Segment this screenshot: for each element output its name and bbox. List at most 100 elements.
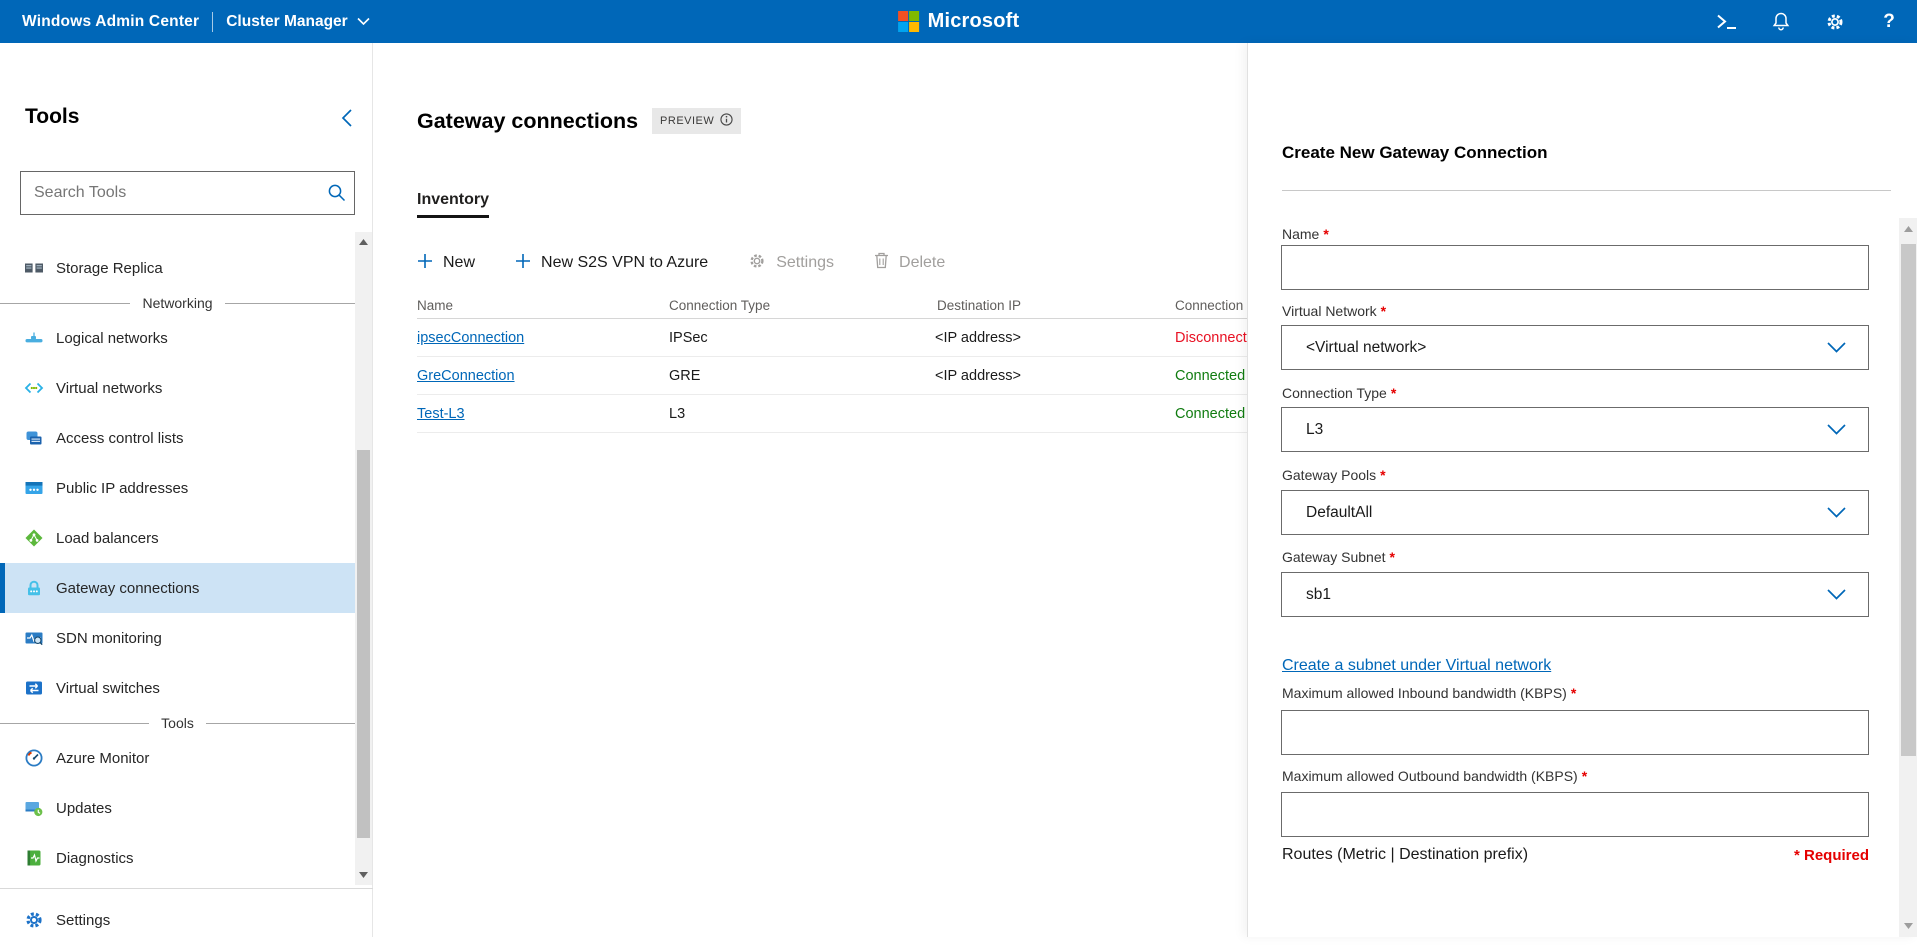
scrollbar-thumb[interactable] xyxy=(1901,244,1916,756)
gateway-connections-icon xyxy=(24,578,44,598)
virtual-switches-icon xyxy=(24,678,44,698)
sidebar-item-virtual-networks[interactable]: Virtual networks xyxy=(0,363,355,413)
column-header-connection-status[interactable]: Connection Status xyxy=(1175,297,1247,313)
main-content: Gateway connections PREVIEW Inventory Ne… xyxy=(373,43,1247,937)
solution-switcher[interactable]: Cluster Manager xyxy=(226,13,370,31)
inbound-bandwidth-input[interactable] xyxy=(1281,710,1869,755)
tools-search xyxy=(20,171,355,215)
brand-logo: Microsoft xyxy=(897,0,1020,43)
panel-title-divider xyxy=(1282,190,1891,191)
column-header-destination-ip[interactable]: Destination IP xyxy=(936,297,1021,313)
panel-title: Create New Gateway Connection xyxy=(1282,143,1548,162)
scroll-up-arrow-icon[interactable] xyxy=(355,234,372,250)
page-title-row: Gateway connections PREVIEW xyxy=(417,103,742,139)
plus-icon xyxy=(417,253,433,274)
access-control-lists-icon xyxy=(24,428,44,448)
new-button[interactable]: New xyxy=(417,253,475,274)
scrollbar-thumb[interactable] xyxy=(357,450,370,838)
tools-sidebar: Tools Storage Replica Networking Logical… xyxy=(0,43,373,937)
sidebar-item-azure-monitor[interactable]: Azure Monitor xyxy=(0,733,355,783)
sidebar-item-label: Storage Replica xyxy=(56,259,163,277)
connection-type-label: Connection Type * xyxy=(1282,385,1397,401)
settings-button[interactable]: Settings xyxy=(748,252,834,275)
sidebar-item-logical-networks[interactable]: Logical networks xyxy=(0,313,355,363)
sidebar-item-label: Updates xyxy=(56,799,112,817)
sidebar-item-settings[interactable]: Settings xyxy=(0,895,355,945)
gateway-pools-label: Gateway Pools * xyxy=(1282,467,1386,483)
sidebar-item-load-balancers[interactable]: Load balancers xyxy=(0,513,355,563)
sidebar-item-storage-replica[interactable]: Storage Replica xyxy=(0,243,355,293)
sidebar-title: Tools xyxy=(25,105,80,128)
name-input[interactable] xyxy=(1281,245,1869,290)
help-button[interactable]: ? xyxy=(1883,10,1895,32)
connection-type-select[interactable]: L3 xyxy=(1281,407,1869,452)
logical-networks-icon xyxy=(24,328,44,348)
required-asterisk: * xyxy=(1581,768,1588,784)
sidebar-item-public-ip-addresses[interactable]: Public IP addresses xyxy=(0,463,355,513)
create-subnet-link[interactable]: Create a subnet under Virtual network xyxy=(1282,657,1552,674)
sidebar-collapse-button[interactable] xyxy=(336,107,358,129)
routes-label: Routes (Metric | Destination prefix) xyxy=(1282,846,1529,863)
sidebar-item-label: Access control lists xyxy=(56,429,184,447)
sidebar-item-label: Public IP addresses xyxy=(56,479,189,497)
table-row[interactable]: ipsecConnection IPSec <IP address> Disco… xyxy=(417,319,1247,357)
settings-gear-button[interactable] xyxy=(1823,10,1847,34)
table-row[interactable]: Test-L3 L3 Connected xyxy=(417,395,1247,433)
plus-icon xyxy=(515,253,531,274)
sidebar-item-label: Gateway connections xyxy=(56,579,200,597)
chevron-down-icon xyxy=(1827,424,1868,435)
notifications-button[interactable] xyxy=(1769,10,1793,34)
info-icon[interactable] xyxy=(720,113,733,129)
sidebar-section-tools: Tools xyxy=(0,713,355,733)
powershell-button[interactable] xyxy=(1715,10,1739,34)
scroll-down-arrow-icon[interactable] xyxy=(1900,918,1917,934)
sidebar-item-label: Settings xyxy=(56,911,111,929)
sidebar-item-updates[interactable]: Updates xyxy=(0,783,355,833)
topbar-left: Windows Admin Center Cluster Manager xyxy=(22,0,370,43)
table-row[interactable]: GreConnection GRE <IP address> Connected xyxy=(417,357,1247,395)
gateway-subnet-select[interactable]: sb1 xyxy=(1281,572,1869,617)
required-note: * Required xyxy=(1793,847,1869,864)
connection-name-link[interactable]: ipsecConnection xyxy=(417,329,525,346)
required-asterisk: * xyxy=(1570,685,1577,701)
panel-scrollbar[interactable] xyxy=(1899,218,1917,937)
delete-button[interactable]: Delete xyxy=(874,252,945,274)
outbound-bandwidth-input[interactable] xyxy=(1281,792,1869,837)
sidebar-item-diagnostics[interactable]: Diagnostics xyxy=(0,833,355,883)
scroll-down-arrow-icon[interactable] xyxy=(355,867,372,883)
sidebar-item-sdn-monitoring[interactable]: SDN monitoring xyxy=(0,613,355,663)
column-header-name[interactable]: Name xyxy=(417,297,454,313)
sidebar-scrollbar[interactable] xyxy=(355,232,372,885)
tools-list: Storage Replica Networking Logical netwo… xyxy=(0,243,355,883)
chevron-down-icon xyxy=(357,13,370,31)
status-badge: Connected xyxy=(1175,367,1246,384)
diagnostics-icon xyxy=(24,848,44,868)
gateway-subnet-label: Gateway Subnet * xyxy=(1282,549,1395,565)
topbar-divider xyxy=(212,11,214,32)
connection-name-link[interactable]: GreConnection xyxy=(417,367,515,384)
virtual-network-label: Virtual Network * xyxy=(1282,303,1387,319)
sidebar-item-access-control-lists[interactable]: Access control lists xyxy=(0,413,355,463)
connection-name-link[interactable]: Test-L3 xyxy=(417,405,465,422)
outbound-bandwidth-label: Maximum allowed Outbound bandwidth (KBPS… xyxy=(1282,768,1588,784)
gateway-pools-select[interactable]: DefaultAll xyxy=(1281,490,1869,535)
connection-type-cell: IPSec xyxy=(669,329,708,346)
connections-table: Name Connection Type Destination IP Conn… xyxy=(417,292,1247,433)
scroll-up-arrow-icon[interactable] xyxy=(1900,221,1917,237)
selected-value: DefaultAll xyxy=(1306,503,1373,521)
trash-icon xyxy=(874,252,889,274)
sidebar-item-label: Load balancers xyxy=(56,529,159,547)
top-app-bar: Windows Admin Center Cluster Manager Mic… xyxy=(0,0,1917,43)
app-title[interactable]: Windows Admin Center xyxy=(22,12,200,30)
required-asterisk: * xyxy=(1380,303,1387,319)
search-input[interactable] xyxy=(21,184,320,202)
column-header-connection-type[interactable]: Connection Type xyxy=(669,297,771,313)
new-s2s-vpn-button[interactable]: New S2S VPN to Azure xyxy=(515,253,708,274)
tab-inventory[interactable]: Inventory xyxy=(417,191,490,218)
status-badge: Disconnected xyxy=(1175,329,1247,346)
sidebar-item-virtual-switches[interactable]: Virtual switches xyxy=(0,663,355,713)
sidebar-item-gateway-connections[interactable]: Gateway connections xyxy=(0,563,355,613)
virtual-network-select[interactable]: <Virtual network> xyxy=(1281,325,1869,370)
search-icon xyxy=(320,183,354,203)
name-label: Name * xyxy=(1282,226,1329,242)
